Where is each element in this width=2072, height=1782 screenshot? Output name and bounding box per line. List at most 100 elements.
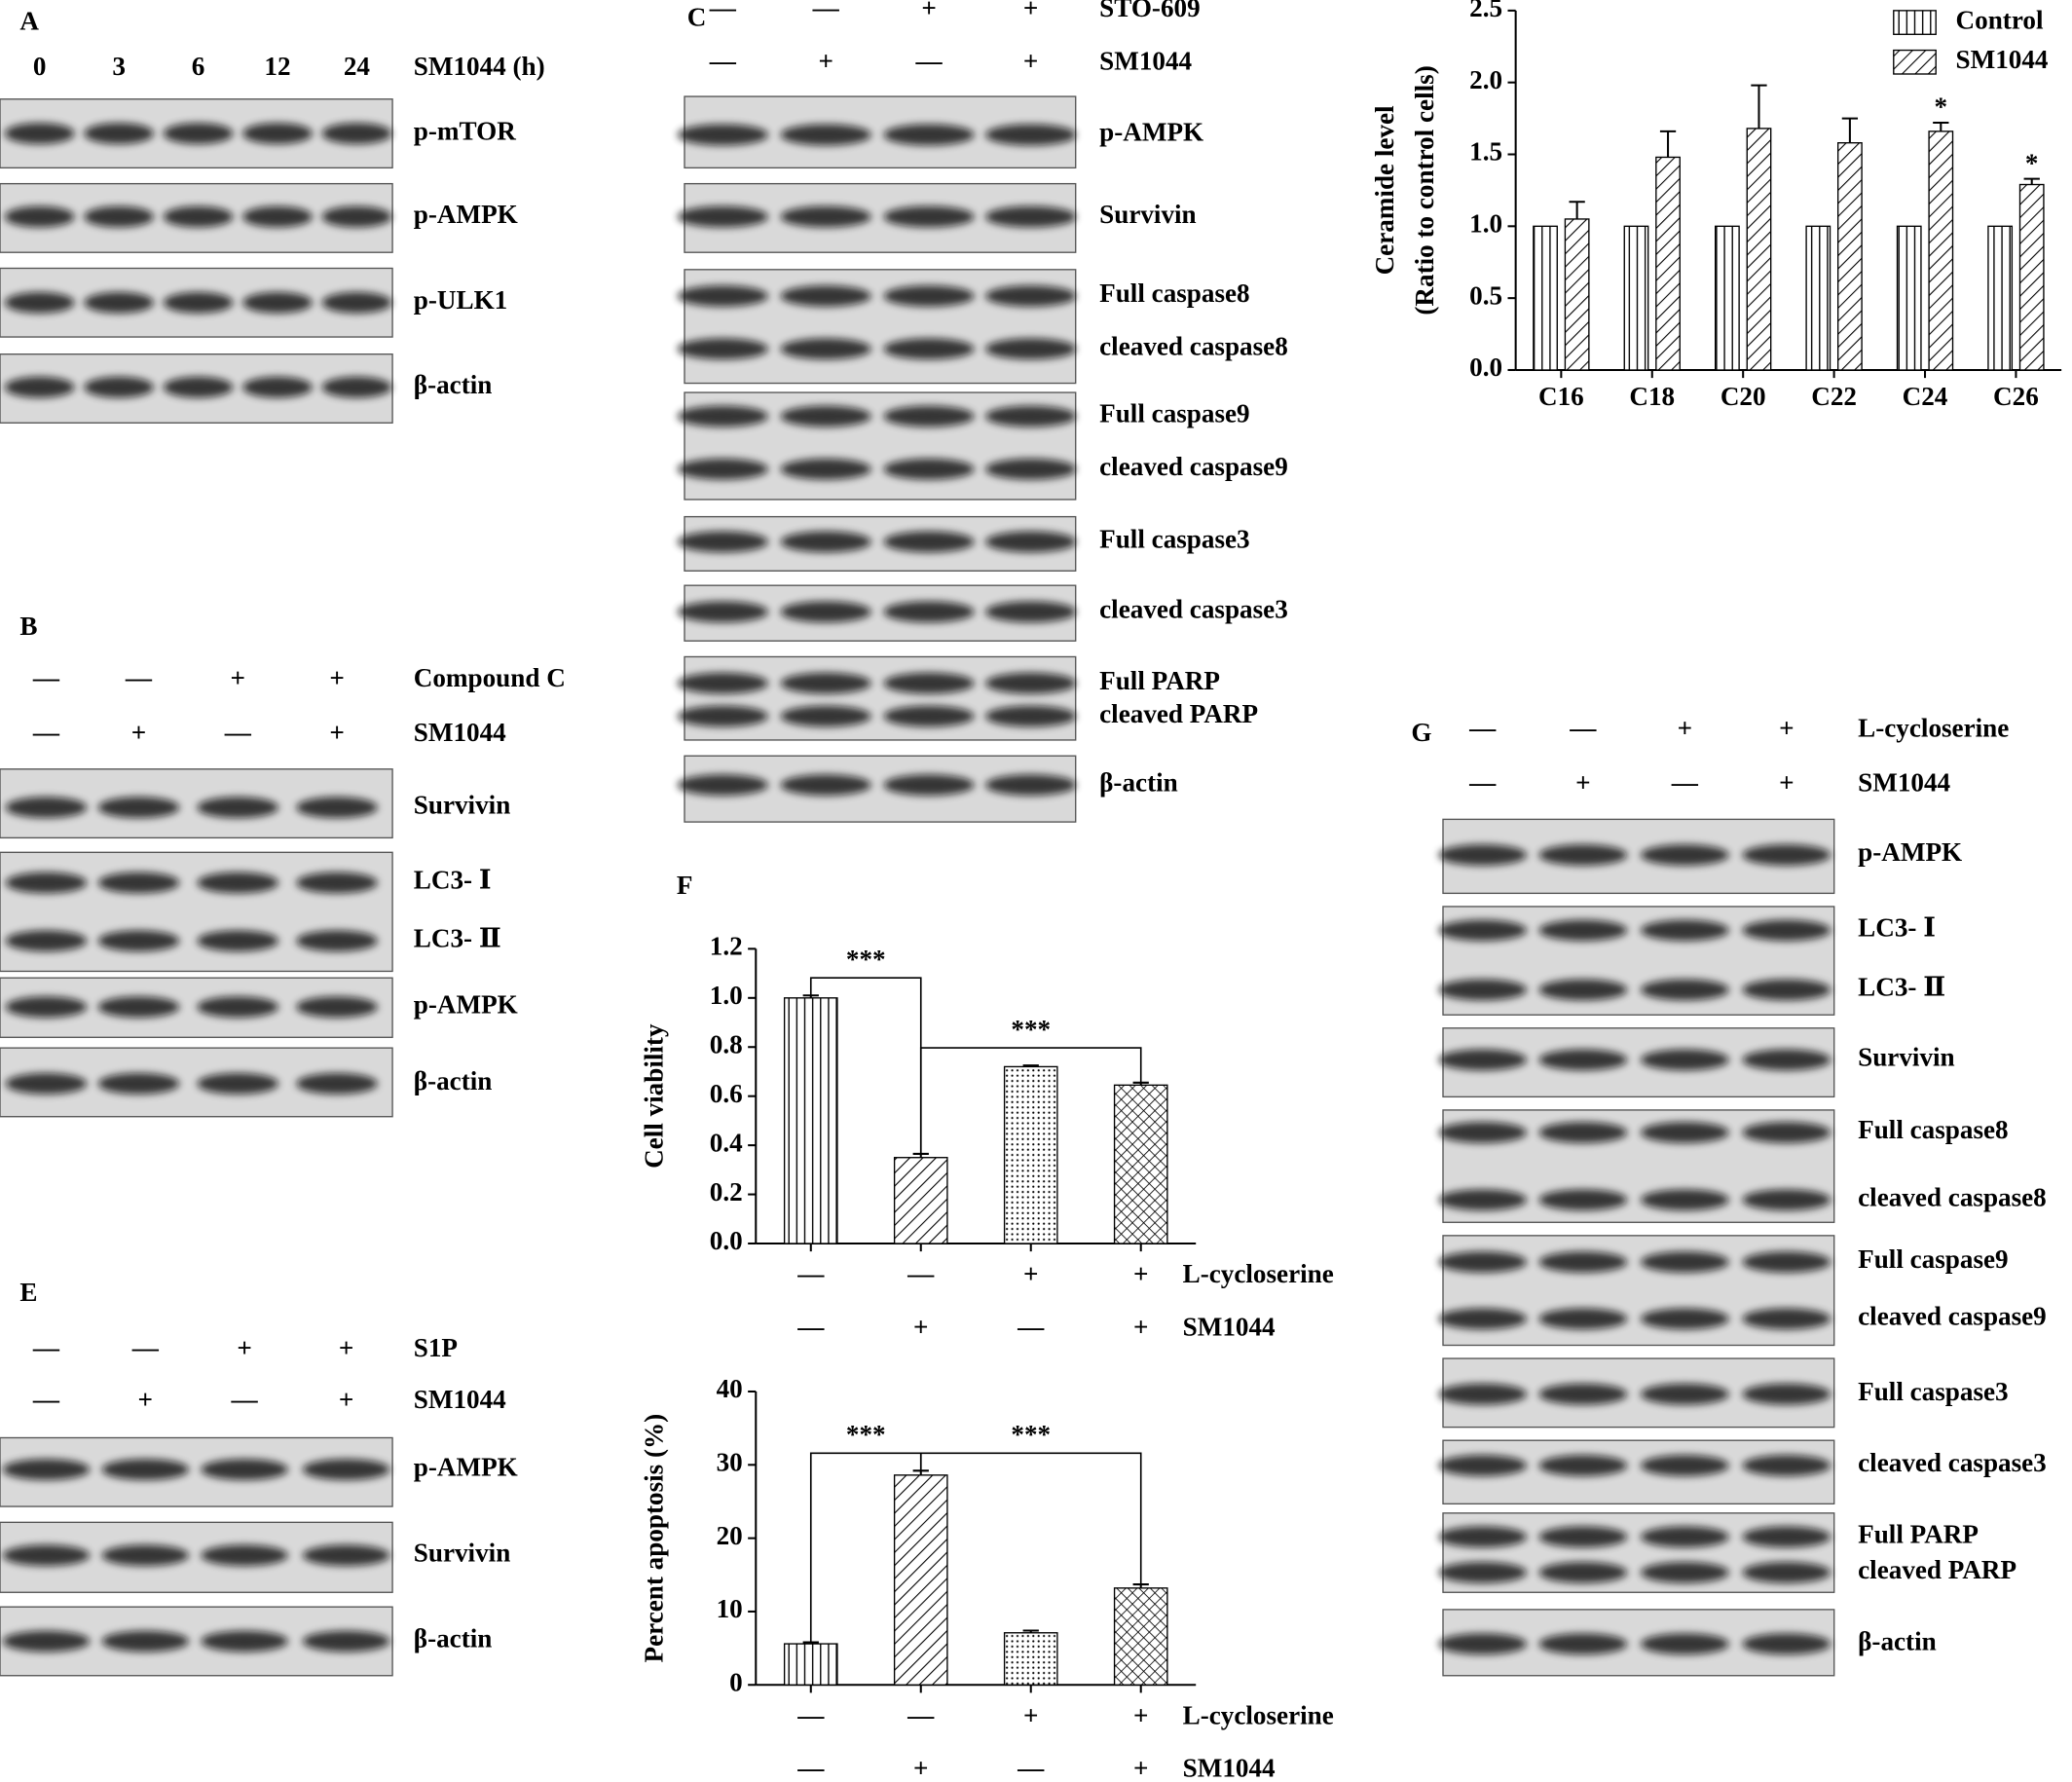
blot-band (1640, 844, 1729, 866)
panel-label: G (1411, 718, 1431, 747)
condition-mark: + (921, 0, 936, 22)
y-tick-label: 0.8 (710, 1029, 743, 1058)
condition-mark: 6 (192, 52, 205, 81)
band-label: Survivin (1858, 1043, 1955, 1072)
blot-band (780, 774, 871, 796)
blot-band (1640, 1049, 1729, 1071)
condition-mark: — (1017, 1754, 1045, 1782)
blot-band (5, 930, 88, 952)
condition-mark: — (32, 1385, 60, 1414)
band-label: Survivin (1099, 200, 1197, 229)
error-bar (912, 1152, 929, 1158)
condition-name: SM1044 (h) (414, 52, 545, 81)
blot-band (883, 531, 975, 553)
bar (1623, 225, 1649, 371)
blot-band (302, 1459, 390, 1480)
blot-band (984, 601, 1077, 623)
condition-name: SM1044 (1858, 767, 1950, 797)
blot-band (677, 124, 768, 146)
condition-mark: 0 (33, 52, 47, 81)
condition-mark: — (709, 46, 737, 75)
error-bar (1841, 117, 1859, 143)
blot-band (780, 705, 871, 727)
condition-mark: + (131, 718, 146, 747)
blot-band (1538, 1122, 1628, 1143)
blot-band (197, 797, 279, 819)
blot-band (1438, 1455, 1528, 1476)
bar (1746, 128, 1772, 371)
blot-band (97, 797, 180, 819)
blot-band (984, 672, 1077, 694)
band-label: cleaved caspase9 (1099, 452, 1288, 481)
condition-mark: + (231, 663, 245, 692)
blot-band (1742, 1562, 1832, 1583)
error-bar (1022, 1629, 1039, 1633)
condition-mark: 3 (112, 52, 126, 81)
blot-band (1438, 1562, 1528, 1583)
blot-band (883, 124, 975, 146)
blot-band (1538, 844, 1628, 866)
blot-band (1538, 1308, 1628, 1330)
blot-band (677, 405, 768, 427)
blot-band (242, 376, 313, 398)
blot-band (1742, 1383, 1832, 1405)
condition-name: L-cycloserine (1858, 714, 2009, 743)
blot-band (780, 458, 871, 480)
condition-mark: — (915, 46, 944, 75)
blot-band (5, 1072, 88, 1095)
band-label: cleaved PARP (1858, 1555, 2016, 1584)
condition-mark: + (1023, 0, 1038, 22)
blot-band (1742, 1633, 1832, 1655)
blot-band (296, 996, 378, 1018)
blot-band (883, 774, 975, 796)
condition-mark: — (125, 663, 153, 692)
condition-mark: — (32, 663, 60, 692)
band-label: Full caspase8 (1858, 1115, 2008, 1144)
legend-swatch (1893, 49, 1937, 75)
blot-band (97, 930, 180, 952)
y-tick-label: 1.0 (710, 981, 743, 1010)
blot-band (677, 774, 768, 796)
blot-band (5, 872, 88, 894)
bar (893, 1157, 948, 1244)
condition-name: STO-609 (1099, 0, 1201, 22)
blot-band (883, 458, 975, 480)
blot-band (321, 291, 392, 314)
blot-band (1640, 1189, 1729, 1211)
band-label: β-actin (414, 1624, 493, 1653)
legend-label: SM1044 (1956, 45, 2049, 74)
bar (1564, 218, 1590, 371)
y-axis-label: (Ratio to control cells) (1410, 65, 1439, 315)
error-bar (1569, 201, 1585, 219)
condition-mark: — (906, 1259, 935, 1288)
band-label: Full PARP (1858, 1519, 1979, 1548)
blot-band (1742, 1049, 1832, 1071)
blot-band (1438, 1308, 1528, 1330)
band-label: p-AMPK (1099, 118, 1203, 147)
band-label: p-AMPK (414, 989, 518, 1019)
bar (783, 997, 838, 1244)
band-label: LC3- Ⅰ (1858, 913, 1936, 943)
condition-mark: — (32, 1333, 60, 1362)
blot-band (1538, 1251, 1628, 1273)
blot-band (296, 1072, 378, 1095)
blot-band (883, 205, 975, 228)
blot-band (677, 338, 768, 360)
condition-mark: — (1017, 1312, 1045, 1341)
blot-band (197, 1072, 279, 1095)
panel-label: A (19, 7, 39, 36)
blot-band (677, 531, 768, 553)
band-label: LC3- Ⅱ (414, 923, 501, 952)
band-label: p-mTOR (414, 116, 516, 145)
blot-band (1640, 1122, 1729, 1143)
condition-mark: + (1678, 714, 1692, 743)
annotation: * (1935, 93, 1948, 122)
blot-band (5, 996, 88, 1018)
condition-mark: — (796, 1700, 825, 1729)
condition-mark: — (1468, 767, 1497, 797)
x-tick-label: C24 (1903, 382, 1948, 411)
blot-band (1538, 1383, 1628, 1405)
condition-mark: + (329, 718, 344, 747)
x-tick-label: C18 (1629, 382, 1675, 411)
error-bar (2023, 177, 2040, 185)
